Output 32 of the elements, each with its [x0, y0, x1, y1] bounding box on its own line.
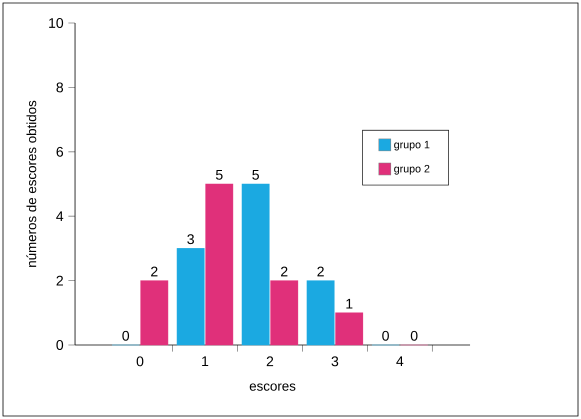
y-tick-label: 8	[56, 82, 64, 92]
data-label: 3	[187, 234, 194, 244]
data-label: 5	[216, 170, 223, 180]
legend-label: grupo 2	[394, 164, 430, 175]
bar	[140, 280, 168, 346]
x-tick-label: 2	[266, 356, 274, 366]
y-tick-label: 4	[56, 211, 64, 222]
data-label: 0	[122, 330, 130, 341]
y-tick-label: 2	[56, 276, 63, 286]
bar	[306, 280, 335, 346]
x-tick-label: 4	[396, 356, 404, 366]
x-tick-label: 3	[332, 356, 338, 366]
x-tick-label: 0	[136, 356, 144, 366]
y-axis-title: números de escores obtidos	[26, 100, 36, 267]
bar	[270, 280, 298, 346]
data-label: 2	[317, 266, 324, 276]
y-tick-label: 10	[49, 18, 64, 28]
y-tick-label: 0	[56, 340, 64, 350]
data-label: 1	[346, 298, 352, 309]
bar	[335, 312, 364, 346]
bar	[176, 248, 205, 346]
data-label: 0	[382, 330, 389, 341]
bar	[242, 184, 270, 346]
x-tick-label: 1	[202, 356, 208, 366]
data-label: 5	[252, 170, 259, 180]
bar	[205, 184, 234, 346]
data-label: 2	[151, 266, 158, 276]
data-label: 0	[410, 330, 418, 341]
y-tick-label: 6	[56, 146, 64, 157]
legend-label: grupo 1	[394, 140, 430, 150]
data-label: 2	[281, 266, 288, 276]
x-axis-title: escores	[250, 383, 296, 391]
